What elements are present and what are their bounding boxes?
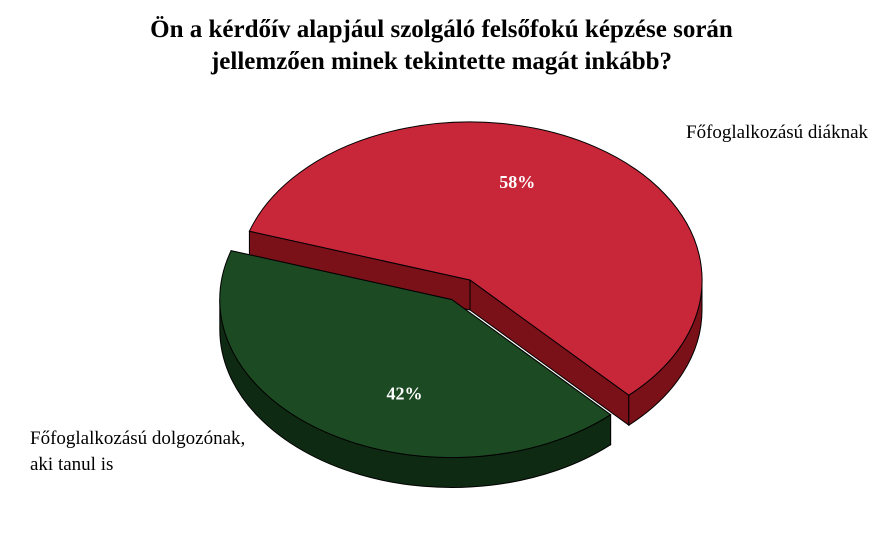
pie-slice-students [248, 121, 703, 427]
chart-title: Ön a kérdőív alapjául szolgáló felsőfokú… [0, 14, 883, 78]
category-label-students: Főfoglalkozású diáknak [686, 122, 869, 143]
chart-title-line-1: Ön a kérdőív alapjául szolgáló felsőfokú… [150, 16, 733, 43]
pie-slice-students-top [248, 121, 703, 396]
chart-title-line-2: jellemzően minek tekintette magát inkább… [210, 48, 673, 75]
pie-slice-workers [219, 250, 612, 489]
pie-slice-workers-top [219, 250, 612, 459]
data-label-students: 58% [499, 172, 535, 192]
category-label-workers: Főfoglalkozású dolgozónak, aki tanul is [30, 428, 246, 475]
data-label-workers: 42% [387, 384, 423, 404]
